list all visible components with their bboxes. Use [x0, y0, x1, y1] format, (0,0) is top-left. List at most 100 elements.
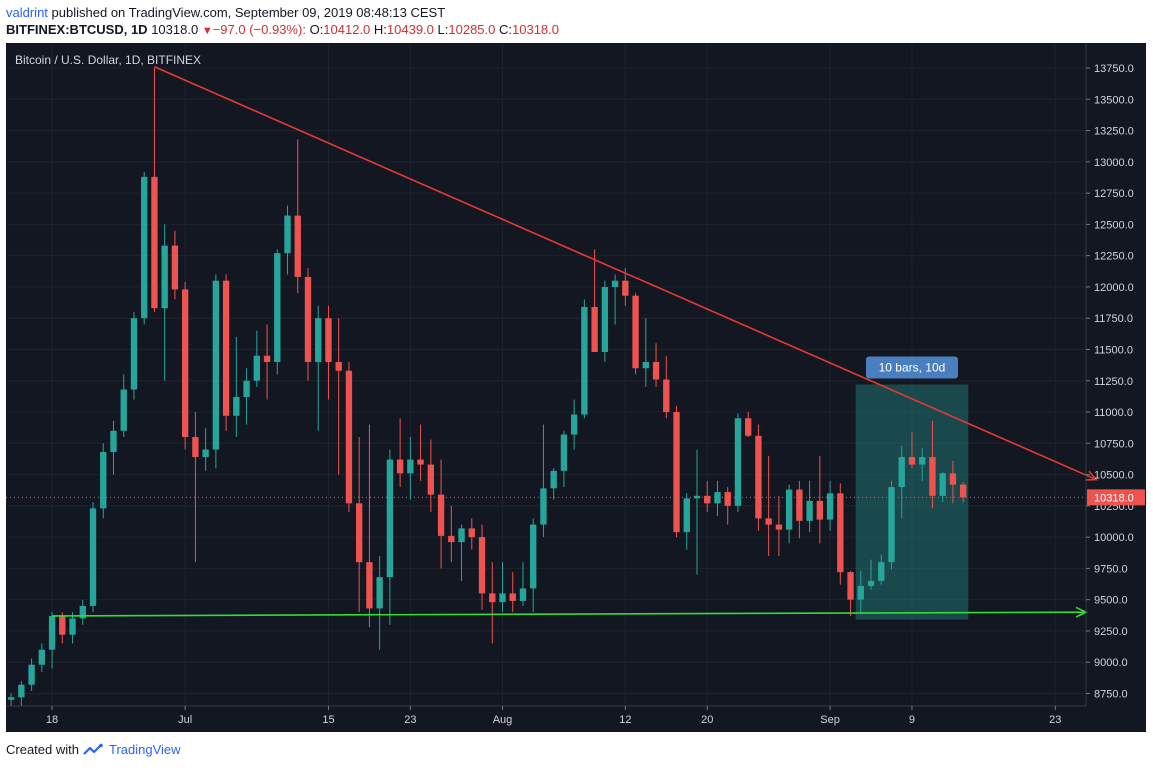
low-value: 10285.0	[448, 22, 496, 37]
candle-body	[468, 528, 475, 538]
time-tick-label: 9	[909, 714, 915, 726]
time-tick-label: Aug	[493, 714, 513, 726]
resistance-arrow-icon	[1085, 470, 1098, 481]
candle-body	[509, 593, 516, 601]
measure-label: 10 bars, 10d	[879, 361, 946, 375]
candle-body	[949, 473, 957, 485]
tradingview-logo-icon	[83, 743, 103, 755]
candle-body	[151, 176, 158, 309]
candle-body	[263, 355, 271, 362]
price-tick-label: 12500.0	[1094, 219, 1134, 231]
price-tick-label: 13750.0	[1094, 63, 1134, 75]
candle-body	[417, 459, 424, 465]
candle-body	[120, 389, 127, 431]
candlestick-chart[interactable]: 10 bars, 10d 13750.0 13500.0 13250.0 13000.0…	[6, 43, 1146, 732]
price-axis: 13750.0 13500.0 13250.0 13000.0 12750.0 12500…	[1086, 63, 1134, 700]
candle-body	[48, 615, 56, 650]
tradingview-brand-link[interactable]: TradingView	[108, 742, 181, 757]
candle-body	[18, 684, 25, 698]
candle-body	[652, 361, 660, 380]
last-price-tag-label: 10318.0	[1094, 492, 1134, 504]
candle-body	[888, 487, 895, 563]
measure-box	[855, 384, 969, 620]
candle-body	[611, 280, 619, 287]
time-tick-label: 23	[404, 714, 416, 726]
price-tick-label: 13250.0	[1094, 126, 1134, 138]
candle-body	[28, 664, 35, 685]
candle-body	[857, 585, 864, 600]
close-value: 10318.0	[512, 22, 560, 37]
candle-body	[233, 397, 240, 416]
candle-body	[181, 289, 189, 438]
candle-body	[898, 457, 905, 488]
candle-body	[867, 580, 875, 586]
open-value: 10412.0	[323, 22, 371, 37]
candle-body	[110, 430, 117, 453]
candle-body	[437, 494, 445, 536]
candle-body	[734, 418, 742, 506]
candle-body	[570, 414, 578, 435]
price-tick-label: 9000.0	[1094, 657, 1128, 669]
candle-body	[7, 697, 15, 700]
change-text: −97.0 (−0.93%):	[212, 22, 306, 37]
publish-text: published on TradingView.com, September …	[51, 5, 446, 20]
price-tick-label: 13000.0	[1094, 157, 1134, 169]
candle-body	[141, 176, 148, 319]
resistance-trend-line	[154, 66, 1097, 481]
candle-body	[192, 437, 199, 458]
candle-body	[284, 215, 291, 254]
candle-body	[407, 459, 414, 474]
candle-body	[959, 484, 967, 498]
price-tick-label: 10750.0	[1094, 438, 1134, 450]
candle-body	[427, 464, 435, 495]
candle-body	[519, 588, 527, 601]
candle-body	[130, 318, 138, 390]
candle-body	[591, 306, 598, 352]
time-tick-label: 12	[619, 714, 631, 726]
ohlc-legend: BITFINEX:BTCUSD, 1D 10318.0 ▼−97.0 (−0.9…	[6, 22, 559, 37]
candle-body	[304, 276, 312, 362]
candle-body	[202, 449, 209, 458]
price-tick-label: 8750.0	[1094, 688, 1128, 700]
candle-body	[601, 286, 609, 352]
candle-body	[939, 473, 946, 496]
price-tick-label: 11500.0	[1094, 344, 1133, 356]
chart-title: Bitcoin / U.S. Dollar, 1D, BITFINEX	[15, 53, 202, 67]
time-tick-label: 15	[322, 714, 334, 726]
candle-body	[806, 500, 813, 521]
candle-body	[212, 280, 220, 450]
time-tick-label: Sep	[820, 714, 840, 726]
candle-body	[929, 457, 936, 496]
symbol-label: BITFINEX:BTCUSD, 1D	[6, 22, 148, 37]
price-tick-label: 12750.0	[1094, 188, 1134, 200]
candle-body	[642, 361, 649, 369]
price-tick-label: 11000.0	[1094, 407, 1133, 419]
price-tick-label: 11250.0	[1094, 376, 1133, 388]
candle-body	[530, 524, 537, 589]
price-tick-label: 10500.0	[1094, 470, 1134, 482]
candle-body	[714, 492, 721, 504]
candle-body	[745, 418, 752, 436]
candle-body	[253, 355, 260, 381]
candle-body	[386, 459, 394, 578]
candle-body	[448, 535, 455, 543]
author-link[interactable]: valdrint	[6, 5, 48, 20]
candle-body	[171, 245, 179, 290]
price-tick-label: 12000.0	[1094, 282, 1134, 294]
publish-info: valdrint published on TradingView.com, S…	[6, 5, 445, 20]
candle-body	[560, 434, 568, 471]
candle-body	[478, 537, 486, 594]
candle-body	[325, 318, 332, 362]
candle-body	[632, 295, 639, 369]
candle-body	[161, 245, 168, 309]
candle-body	[796, 489, 803, 521]
candle-body	[38, 649, 46, 665]
candle-body	[458, 528, 465, 543]
chart-area[interactable]: 10 bars, 10d 13750.0 13500.0 13250.0 13000.0…	[6, 43, 1146, 732]
time-tick-label: Jul	[178, 714, 192, 726]
candle-body	[499, 593, 506, 603]
price-tick-label: 13500.0	[1094, 94, 1134, 106]
candle-body	[376, 577, 383, 609]
candle-body	[837, 493, 844, 573]
measure-label-bg	[865, 356, 958, 379]
